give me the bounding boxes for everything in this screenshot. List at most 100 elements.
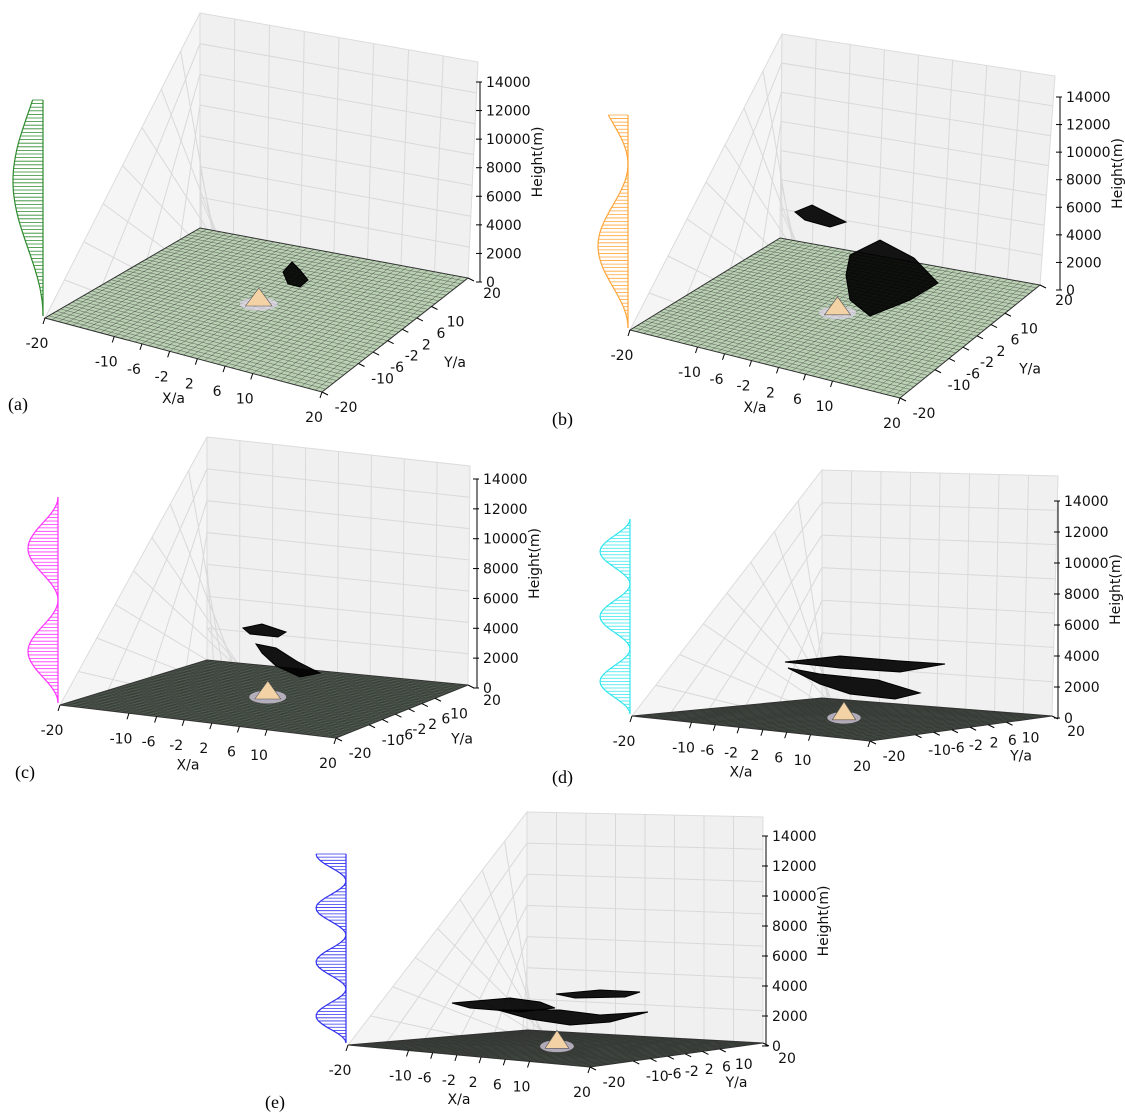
y-tick-label: 20 [483, 286, 501, 302]
floor-meshline [180, 239, 450, 293]
floor-meshline [845, 275, 989, 385]
floor-meshline [547, 1040, 722, 1064]
x-tick-label: 6 [774, 750, 783, 766]
pane-gridline [402, 458, 405, 679]
panel-label: (c) [15, 762, 35, 783]
x-tick-mark [454, 1054, 458, 1062]
y-tick-mark [948, 358, 956, 362]
floor-meshline [294, 681, 429, 734]
floor-meshline [308, 682, 442, 735]
pane-gridline [400, 49, 409, 266]
z-tick-label: 12000 [772, 859, 817, 875]
x-tick-label: 20 [305, 410, 323, 426]
y-tick-label: 2 [997, 344, 1006, 360]
z-tick-label: 2000 [483, 651, 519, 667]
z-tick-label: 2000 [772, 1009, 808, 1025]
floor-meshline [172, 243, 443, 299]
y-tick-label: -10 [948, 378, 971, 394]
pane-gridline [177, 532, 470, 720]
x-tick-label: -6 [142, 735, 156, 751]
pane-gridline [485, 936, 764, 1058]
pane-gridline [367, 43, 375, 260]
z-tick-label: 2000 [486, 246, 522, 262]
y-tick-mark [402, 328, 409, 333]
hill-peak [823, 296, 852, 316]
y-tick-label: 20 [778, 1051, 796, 1067]
z-tick-label: 4000 [1066, 228, 1102, 244]
x-tick-mark [42, 317, 46, 325]
floor-meshline [273, 269, 422, 380]
y-tick-mark [1006, 721, 1013, 726]
z-tick-label: 12000 [1066, 118, 1111, 134]
floor-meshline [329, 684, 462, 738]
z-tick-label: 10000 [1064, 556, 1109, 572]
z-tick-label: 8000 [486, 161, 522, 177]
pane-gridline [337, 451, 339, 673]
floor-meshline [217, 259, 368, 365]
x-tick-label: -2 [155, 369, 169, 385]
hill-peak [544, 1029, 570, 1049]
floor-meshline [565, 1041, 740, 1066]
floor-meshline [839, 274, 982, 383]
z-axis-label: Height(m) [527, 528, 543, 599]
y-tick-mark [358, 363, 365, 367]
y-tick-label: 2 [428, 717, 437, 733]
floor-meshline [287, 271, 435, 383]
floor-meshline [774, 702, 1007, 723]
z-axis-label: Height(m) [530, 127, 546, 198]
x-tick-label: 10 [236, 392, 254, 408]
z-tick-label: 0 [1066, 283, 1075, 299]
floor-meshline [792, 709, 978, 734]
floor-meshline [505, 1038, 681, 1060]
z-tick-label: 0 [486, 275, 495, 291]
floor-meshline [571, 1041, 746, 1066]
pane-gridline [668, 62, 1053, 340]
wind-profile-curve [12, 99, 44, 317]
z-tick-label: 4000 [772, 979, 808, 995]
y-tick-mark [719, 1048, 726, 1053]
floor-meshline [750, 704, 984, 726]
cloud-region [784, 655, 946, 673]
z-tick-label: 4000 [486, 218, 522, 234]
y-tick-label: -6 [668, 1067, 682, 1083]
z-axis-label: Height(m) [1110, 138, 1125, 209]
floor-meshline [517, 1038, 693, 1061]
floor-meshline [294, 272, 442, 385]
z-axis-label: Height(m) [816, 886, 832, 957]
z-tick-label: 2000 [1066, 255, 1102, 271]
floor-meshline [491, 1032, 729, 1049]
x-tick-label: 2 [185, 377, 194, 393]
pane-gridline [369, 455, 372, 676]
floor-meshline [834, 713, 1018, 738]
floor-meshline [487, 1037, 663, 1058]
panel-label: (a) [8, 394, 28, 415]
z-tick-label: 14000 [1066, 90, 1111, 106]
x-tick-mark [749, 360, 752, 367]
floor-meshline [162, 673, 429, 702]
floor-meshline [184, 666, 449, 694]
floor-meshline [783, 701, 1016, 722]
floor-meshline [232, 675, 371, 726]
floor-meshline [768, 708, 955, 731]
chart-panel-e: 0 2000 4000 6000 8000 10000 12000 14000 Height(m… [265, 810, 832, 1113]
x-tick-mark [167, 351, 171, 358]
y-tick-mark [988, 724, 995, 729]
floor-meshline [315, 682, 449, 736]
y-tick-mark [1051, 715, 1059, 720]
floor-meshline [522, 1030, 759, 1044]
y-tick-label: -6 [951, 740, 965, 756]
y-tick-mark [969, 726, 977, 731]
y-tick-mark [416, 317, 424, 322]
floor-meshline [822, 712, 1007, 737]
x-tick-label: -20 [611, 348, 634, 364]
y-tick-label: -2 [980, 355, 994, 371]
pane-gridline [1022, 475, 1029, 714]
x-tick-label: 2 [469, 1075, 478, 1091]
cloud-region [555, 989, 641, 999]
x-tick-mark [776, 367, 779, 374]
y-tick-mark [976, 335, 984, 340]
floor-meshline [181, 667, 445, 695]
floor-meshline [858, 714, 1041, 740]
floor-meshline [859, 277, 1002, 388]
x-tick-mark [736, 727, 740, 734]
